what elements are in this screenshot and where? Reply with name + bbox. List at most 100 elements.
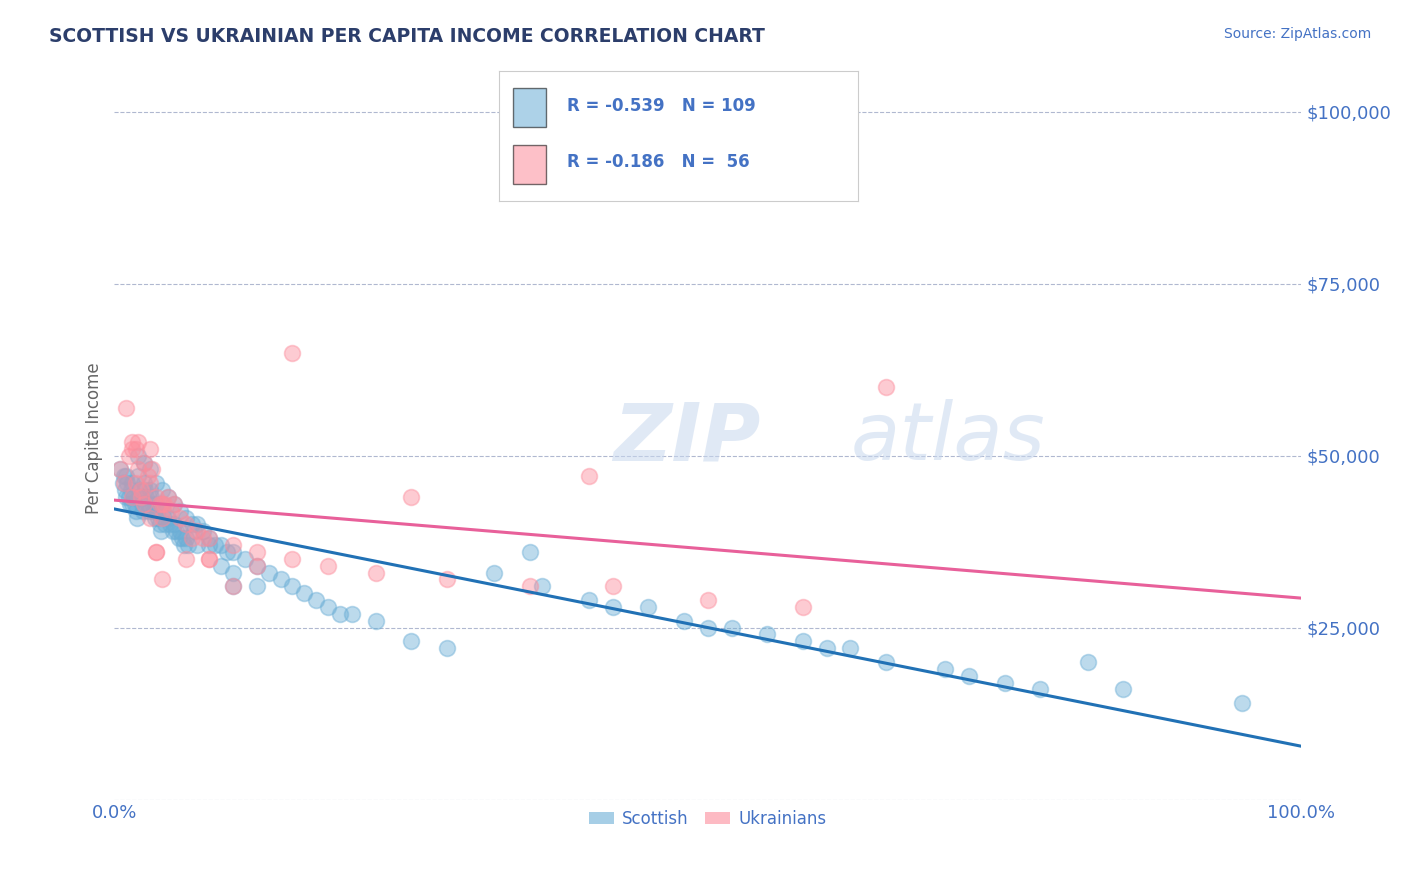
Point <box>150 483 173 497</box>
Point <box>111 476 134 491</box>
Point <box>198 551 221 566</box>
Point <box>146 504 169 518</box>
Point <box>121 497 143 511</box>
Point <box>875 655 897 669</box>
Point <box>132 476 155 491</box>
Text: R = -0.186   N =  56: R = -0.186 N = 56 <box>567 153 749 171</box>
Point <box>281 579 304 593</box>
Point <box>134 483 156 497</box>
Point <box>129 490 152 504</box>
Point <box>110 462 132 476</box>
Point <box>139 442 162 456</box>
Point <box>121 490 143 504</box>
Point <box>142 504 165 518</box>
Point <box>118 490 141 504</box>
Point <box>139 462 162 476</box>
Point <box>153 510 176 524</box>
Point <box>316 599 339 614</box>
Point <box>150 510 173 524</box>
Point <box>120 483 142 497</box>
Legend: Scottish, Ukrainians: Scottish, Ukrainians <box>582 803 834 835</box>
Point <box>180 517 202 532</box>
Point <box>180 531 202 545</box>
Point <box>578 469 600 483</box>
Point <box>156 490 179 504</box>
Point <box>578 593 600 607</box>
Point <box>118 449 141 463</box>
Point <box>160 504 183 518</box>
Point <box>174 517 197 532</box>
Point <box>399 634 422 648</box>
Point <box>174 531 197 545</box>
Point <box>183 524 205 539</box>
Point <box>155 517 177 532</box>
Point <box>148 510 170 524</box>
Point <box>145 545 167 559</box>
Point <box>170 531 193 545</box>
Point <box>364 614 387 628</box>
Point <box>174 551 197 566</box>
Point <box>148 497 170 511</box>
Point <box>281 345 304 359</box>
Point <box>138 504 160 518</box>
Point <box>136 497 159 511</box>
Point <box>150 497 173 511</box>
Point <box>149 524 172 539</box>
Point <box>115 469 138 483</box>
FancyBboxPatch shape <box>513 88 546 127</box>
Point <box>173 538 195 552</box>
Point <box>139 483 162 497</box>
Point <box>1077 655 1099 669</box>
Text: SCOTTISH VS UKRAINIAN PER CAPITA INCOME CORRELATION CHART: SCOTTISH VS UKRAINIAN PER CAPITA INCOME … <box>49 27 765 45</box>
Point <box>246 558 269 573</box>
Point <box>169 510 191 524</box>
Point <box>117 476 139 491</box>
Point <box>141 462 163 476</box>
Point <box>1029 682 1052 697</box>
Point <box>696 593 718 607</box>
Point <box>156 490 179 504</box>
Point <box>519 579 541 593</box>
Point <box>673 614 696 628</box>
Point <box>163 517 186 532</box>
Point <box>186 524 208 539</box>
Point <box>186 517 208 532</box>
Point <box>145 476 167 491</box>
Point <box>125 510 148 524</box>
Point <box>198 551 221 566</box>
Point <box>112 476 135 491</box>
Point <box>139 510 162 524</box>
Point <box>720 621 742 635</box>
Point <box>153 497 176 511</box>
Point <box>637 599 659 614</box>
Point <box>281 551 304 566</box>
Point <box>121 434 143 449</box>
Point <box>125 476 148 491</box>
Point <box>145 545 167 559</box>
Point <box>1112 682 1135 697</box>
Point <box>815 641 838 656</box>
Point <box>141 490 163 504</box>
Point <box>399 490 422 504</box>
Point <box>121 442 143 456</box>
Point <box>174 510 197 524</box>
Point <box>131 497 153 511</box>
Point <box>204 538 226 552</box>
Point <box>152 504 174 518</box>
Point <box>156 510 179 524</box>
Point <box>270 573 292 587</box>
Point <box>209 558 232 573</box>
Point <box>163 497 186 511</box>
Point <box>141 497 163 511</box>
Point <box>217 545 239 559</box>
Y-axis label: Per Capita Income: Per Capita Income <box>86 363 103 515</box>
Point <box>136 469 159 483</box>
Point <box>127 449 149 463</box>
Point <box>139 476 162 491</box>
FancyBboxPatch shape <box>513 145 546 184</box>
Point <box>162 524 184 539</box>
Point <box>602 579 624 593</box>
Point <box>222 545 245 559</box>
Point <box>122 490 145 504</box>
Point <box>305 593 328 607</box>
